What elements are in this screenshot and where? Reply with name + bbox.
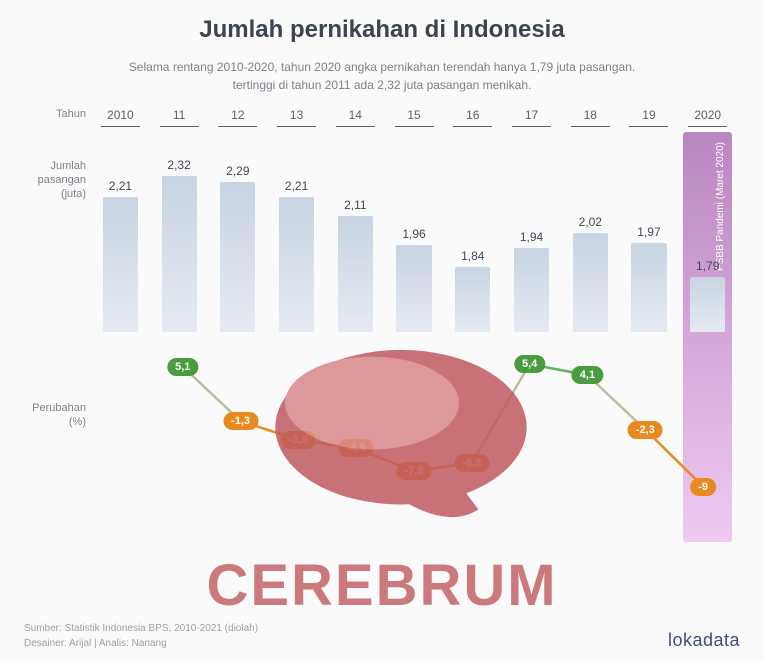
chart-area: Tahun Jumlah pasangan (juta) Perubahan (… bbox=[96, 112, 732, 542]
change-point-label: -1,3 bbox=[223, 412, 258, 430]
change-point-label: 5,1 bbox=[167, 358, 198, 376]
bars-axis-label: Jumlah pasangan (juta) bbox=[24, 160, 86, 201]
change-point-label: -3,5 bbox=[281, 431, 316, 449]
source-text: Sumber: Statistik Indonesia BPS, 2010-20… bbox=[24, 621, 258, 651]
change-point-label: 4,1 bbox=[572, 366, 603, 384]
change-point-label: -6,2 bbox=[454, 454, 489, 472]
change-point-label: -2,3 bbox=[628, 421, 663, 439]
year-axis-label: Tahun bbox=[24, 108, 86, 120]
change-axis-label: Perubahan (%) bbox=[24, 402, 86, 430]
change-point-label: -7,2 bbox=[397, 462, 432, 480]
change-point-label: 5,4 bbox=[514, 355, 545, 373]
watermark-text: CEREBRUM bbox=[206, 552, 557, 619]
change-point-label: -4,5 bbox=[339, 439, 374, 457]
chart-title: Jumlah pernikahan di Indonesia bbox=[24, 16, 740, 44]
chart-subtitle: Selama rentang 2010-2020, tahun 2020 ang… bbox=[24, 58, 740, 94]
lokadata-logo: lokadata bbox=[668, 630, 740, 651]
change-point-label: -9 bbox=[690, 478, 716, 496]
